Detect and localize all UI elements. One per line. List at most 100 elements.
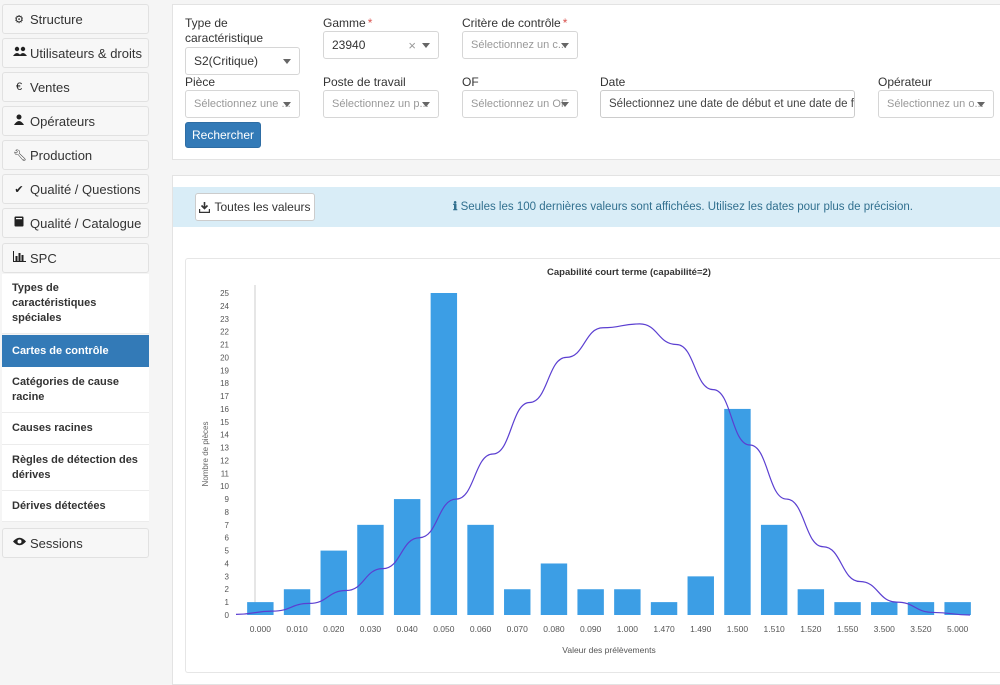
- nav-item-qualite-catalogue[interactable]: Qualité / Catalogue: [2, 208, 149, 238]
- check-icon: ✔: [14, 183, 24, 196]
- download-icon: [199, 201, 211, 213]
- nav-item-label: Qualité / Catalogue: [30, 215, 142, 231]
- y-tick-label: 1: [225, 598, 230, 607]
- subnav-label: Catégories de cause racine: [12, 375, 119, 403]
- y-tick-label: 17: [220, 392, 229, 401]
- nav-item-qualite-questions[interactable]: ✔ Qualité / Questions: [2, 174, 149, 204]
- nav-item-spc[interactable]: SPC: [2, 243, 149, 273]
- subnav-types-caracteristiques[interactable]: Types de caractéristiques spéciales: [2, 274, 149, 334]
- subnav-label: Cartes de contrôle: [12, 344, 109, 357]
- nav-item-label: Utilisateurs & droits: [30, 45, 142, 61]
- nav-item-sessions[interactable]: Sessions: [2, 528, 149, 558]
- nav-item-label: Qualité / Questions: [30, 181, 141, 197]
- x-tick-label: 1.500: [727, 624, 749, 634]
- y-tick-label: 7: [225, 521, 230, 530]
- date-range-input[interactable]: Sélectionnez une date de début et une da…: [600, 90, 855, 118]
- chart-bar: [834, 602, 861, 615]
- subnav-label: Causes racines: [12, 422, 93, 434]
- y-tick-label: 0: [225, 611, 230, 620]
- chart-bar: [430, 293, 458, 615]
- y-tick-label: 8: [225, 508, 230, 517]
- chart-bar: [320, 550, 347, 615]
- x-tick-label: 5.000: [947, 624, 969, 634]
- x-tick-label: 0.030: [360, 624, 382, 634]
- clear-icon[interactable]: ×: [408, 38, 416, 53]
- y-tick-label: 2: [225, 585, 230, 594]
- all-values-label: Toutes les valeurs: [214, 200, 311, 214]
- date-label: Date: [600, 75, 626, 89]
- subnav-categories-cause[interactable]: Catégories de cause racine: [2, 367, 149, 413]
- y-tick-label: 24: [220, 302, 229, 311]
- chart-bar: [283, 589, 311, 615]
- all-values-button[interactable]: Toutes les valeurs: [195, 193, 315, 221]
- book-icon: [13, 216, 25, 230]
- results-panel: Toutes les valeurs ℹ Seules les 100 dern…: [172, 175, 1000, 685]
- required-mark: *: [367, 16, 373, 30]
- x-tick-label: 1.470: [653, 624, 675, 634]
- info-icon: ℹ: [453, 201, 458, 213]
- subnav-regles-detection[interactable]: Règles de détection des dérives: [2, 445, 149, 491]
- nav-item-label: Structure: [30, 11, 83, 27]
- x-tick-label: 1.000: [617, 624, 639, 634]
- poste-select[interactable]: Sélectionnez un p...: [323, 90, 439, 118]
- y-tick-label: 21: [220, 341, 229, 350]
- piece-select[interactable]: Sélectionnez une ...: [185, 90, 300, 118]
- subnav-derives-detectees[interactable]: Dérives détectées: [2, 491, 149, 522]
- type-select[interactable]: S2(Critique): [185, 47, 300, 75]
- nav-item-label: Sessions: [30, 535, 83, 551]
- euro-icon: €: [15, 81, 23, 93]
- subnav-cartes-controle[interactable]: Cartes de contrôle: [2, 335, 149, 367]
- date-range-value: Sélectionnez une date de début et une da…: [609, 98, 855, 110]
- chart-bar: [504, 589, 531, 615]
- subnav-causes-racines[interactable]: Causes racines: [2, 413, 149, 445]
- filter-panel: Type de caractéristique spéciale* S2(Cri…: [172, 4, 1000, 160]
- subnav-label: Types de caractéristiques spéciales: [12, 282, 97, 324]
- x-tick-label: 0.070: [507, 624, 529, 634]
- critere-select[interactable]: Sélectionnez un c...: [462, 31, 578, 59]
- y-tick-label: 13: [220, 444, 229, 453]
- nav-item-production[interactable]: 🔧︎ Production: [2, 140, 149, 170]
- poste-placeholder: Sélectionnez un p...: [332, 98, 429, 110]
- nav-item-users[interactable]: Utilisateurs & droits: [2, 38, 149, 68]
- chart-bar: [907, 602, 935, 615]
- chart-bar: [357, 524, 384, 615]
- type-select-value: S2(Critique): [194, 54, 259, 68]
- y-tick-label: 14: [220, 431, 229, 440]
- info-bar: Toutes les valeurs ℹ Seules les 100 dern…: [173, 187, 1000, 227]
- x-tick-label: 0.020: [323, 624, 345, 634]
- nav-item-operateurs[interactable]: Opérateurs: [2, 106, 149, 136]
- info-text: Seules les 100 dernières valeurs sont af…: [460, 201, 913, 213]
- gamme-select[interactable]: 23940 ×: [323, 31, 439, 59]
- chart-bar: [724, 408, 751, 615]
- chevron-down-icon: [283, 102, 291, 107]
- x-tick-label: 1.550: [837, 624, 859, 634]
- y-tick-label: 3: [225, 572, 230, 581]
- gear-icon: ⚙: [14, 13, 24, 26]
- x-tick-label: 0.010: [286, 624, 308, 634]
- x-tick-label: 0.050: [433, 624, 455, 634]
- y-tick-label: 25: [220, 289, 229, 298]
- nav-item-label: Opérateurs: [30, 113, 96, 129]
- y-tick-label: 22: [220, 328, 229, 337]
- chart-bar: [614, 589, 641, 615]
- operateur-select[interactable]: Sélectionnez un o...: [878, 90, 994, 118]
- nav-item-ventes[interactable]: € Ventes: [2, 72, 149, 102]
- x-tick-label: 0.060: [470, 624, 492, 634]
- chevron-down-icon: [422, 102, 430, 107]
- y-tick-label: 19: [220, 366, 229, 375]
- x-tick-label: 1.510: [764, 624, 786, 634]
- of-label: OF: [462, 75, 479, 89]
- y-tick-label: 15: [220, 418, 229, 427]
- critere-label-text: Critère de contrôle: [462, 16, 561, 30]
- y-tick-label: 12: [220, 456, 229, 465]
- chevron-down-icon: [283, 59, 291, 64]
- search-button[interactable]: Rechercher: [185, 122, 261, 148]
- y-tick-label: 9: [225, 495, 230, 504]
- nav-item-label: SPC: [30, 250, 57, 266]
- of-select[interactable]: Sélectionnez un OF: [462, 90, 578, 118]
- nav-item-structure[interactable]: ⚙ Structure: [2, 4, 149, 34]
- chart-bar: [577, 589, 604, 615]
- operateur-label: Opérateur: [878, 75, 933, 89]
- x-tick-label: 3.520: [910, 624, 932, 634]
- chart-bar: [944, 602, 971, 615]
